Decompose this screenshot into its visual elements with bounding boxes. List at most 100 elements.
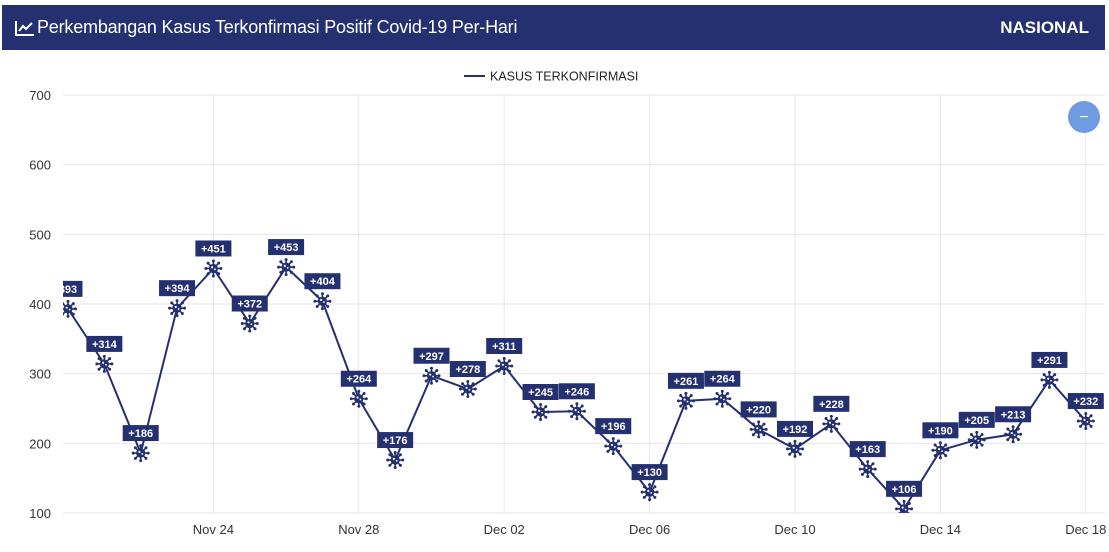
data-label-bg xyxy=(631,464,668,481)
data-label-text: +220 xyxy=(746,404,771,416)
data-label: +291 xyxy=(1031,351,1068,368)
data-label: +220 xyxy=(740,401,777,418)
data-label-text: +314 xyxy=(92,339,118,351)
virus-marker-icon xyxy=(822,414,841,433)
virus-marker-icon xyxy=(640,483,659,502)
data-label-bg xyxy=(449,360,486,377)
zoom-out-button[interactable]: − xyxy=(1068,101,1100,133)
data-label: +451 xyxy=(195,240,232,257)
data-label-bg xyxy=(667,372,704,389)
virus-marker-icon xyxy=(531,402,550,421)
virus-marker-icon xyxy=(1004,425,1023,444)
data-label-text: +404 xyxy=(310,276,336,288)
scope-label: NASIONAL xyxy=(1000,17,1089,37)
data-label: +232 xyxy=(1067,393,1104,410)
data-label-text: +232 xyxy=(1073,396,1098,408)
data-label: +314 xyxy=(86,335,123,352)
data-label-bg xyxy=(849,441,886,458)
virus-marker-icon xyxy=(204,259,223,278)
data-label-text: +278 xyxy=(455,364,480,376)
x-tick-label: Nov 24 xyxy=(193,522,234,537)
y-tick-label: 500 xyxy=(29,227,51,242)
data-label: +186 xyxy=(122,425,159,442)
data-label-bg xyxy=(1067,393,1104,410)
virus-marker-icon xyxy=(422,366,441,385)
data-label-bg xyxy=(995,406,1032,423)
y-tick-label: 200 xyxy=(29,436,51,451)
y-tick-label: 600 xyxy=(29,158,51,173)
data-label-text: +453 xyxy=(274,242,299,254)
data-label: +404 xyxy=(304,273,341,290)
data-label-bg xyxy=(958,411,995,428)
plot-area: 393 +314 +186 +394 +451 +372 +453 +404 +264 +176 +… xyxy=(63,239,1104,513)
data-label: +311 xyxy=(486,338,523,355)
data-label-text: +228 xyxy=(819,399,844,411)
data-label: +278 xyxy=(449,360,486,377)
data-label-text: +196 xyxy=(601,421,626,433)
data-label-bg xyxy=(777,420,813,437)
data-label-bg xyxy=(886,480,923,497)
virus-marker-icon xyxy=(1040,370,1059,389)
virus-marker-icon xyxy=(786,439,804,458)
data-label: 393 xyxy=(63,280,83,297)
x-tick-label: Dec 02 xyxy=(484,522,525,537)
data-label-text: +190 xyxy=(928,425,953,437)
data-label-text: +192 xyxy=(783,424,808,436)
data-label-bg xyxy=(595,418,632,435)
data-label-text: +246 xyxy=(565,386,590,398)
legend-label: KASUS TERKONFIRMASI xyxy=(490,70,638,84)
data-label-bg xyxy=(740,401,777,418)
data-label-bg xyxy=(1031,351,1068,368)
virus-marker-icon xyxy=(676,391,695,410)
data-label-bg xyxy=(486,338,523,355)
data-label-bg xyxy=(558,383,595,400)
y-tick-label: 700 xyxy=(29,88,51,103)
data-label-text: +106 xyxy=(892,484,917,496)
virus-marker-icon xyxy=(567,402,586,421)
virus-marker-icon xyxy=(168,299,187,318)
chart-title: Perkembangan Kasus Terkonfirmasi Positif… xyxy=(37,17,518,37)
virus-marker-icon xyxy=(349,389,368,408)
data-label: +394 xyxy=(159,280,196,297)
data-label: +130 xyxy=(631,464,668,481)
virus-marker-icon xyxy=(495,357,514,376)
x-tick-label: Dec 14 xyxy=(920,522,961,537)
data-label-bg xyxy=(86,335,123,352)
data-label-text: +264 xyxy=(710,374,736,386)
virus-marker-icon xyxy=(277,258,296,277)
data-label: +106 xyxy=(886,480,923,497)
data-label-bg xyxy=(231,295,268,312)
chart-header: Perkembangan Kasus Terkonfirmasi Positif… xyxy=(2,5,1105,50)
data-label-text: +311 xyxy=(492,341,516,353)
data-label: +163 xyxy=(849,441,886,458)
data-label-text: +291 xyxy=(1037,355,1062,367)
y-tick-label: 100 xyxy=(29,506,51,521)
zoom-button-bg[interactable] xyxy=(1068,101,1100,133)
data-label-bg xyxy=(813,395,850,412)
y-tick-label: 400 xyxy=(29,297,51,312)
virus-marker-icon xyxy=(895,499,914,513)
x-tick-label: Dec 06 xyxy=(629,522,670,537)
data-label-text: +163 xyxy=(855,444,880,456)
x-tick-label: Nov 28 xyxy=(338,522,379,537)
data-label: +261 xyxy=(667,372,704,389)
data-label-text: +176 xyxy=(383,435,408,447)
data-label-text: +186 xyxy=(128,428,153,440)
data-label-bg xyxy=(413,347,450,364)
virus-marker-icon xyxy=(604,437,623,456)
x-tick-label: Dec 10 xyxy=(774,522,815,537)
x-tick-label: Dec 18 xyxy=(1065,522,1106,537)
data-label-bg xyxy=(304,273,341,290)
virus-marker-icon xyxy=(63,299,77,318)
data-label-bg xyxy=(159,280,196,297)
virus-marker-icon xyxy=(1076,412,1095,431)
virus-marker-icon xyxy=(858,460,877,479)
virus-marker-icon xyxy=(931,441,950,460)
data-label: +213 xyxy=(995,406,1032,423)
data-label: +196 xyxy=(595,418,632,435)
data-label-bg xyxy=(704,370,741,387)
data-label-text: +372 xyxy=(237,299,262,311)
virus-marker-icon xyxy=(749,420,768,439)
minus-icon[interactable]: − xyxy=(1079,109,1088,126)
data-label: +192 xyxy=(777,420,813,437)
